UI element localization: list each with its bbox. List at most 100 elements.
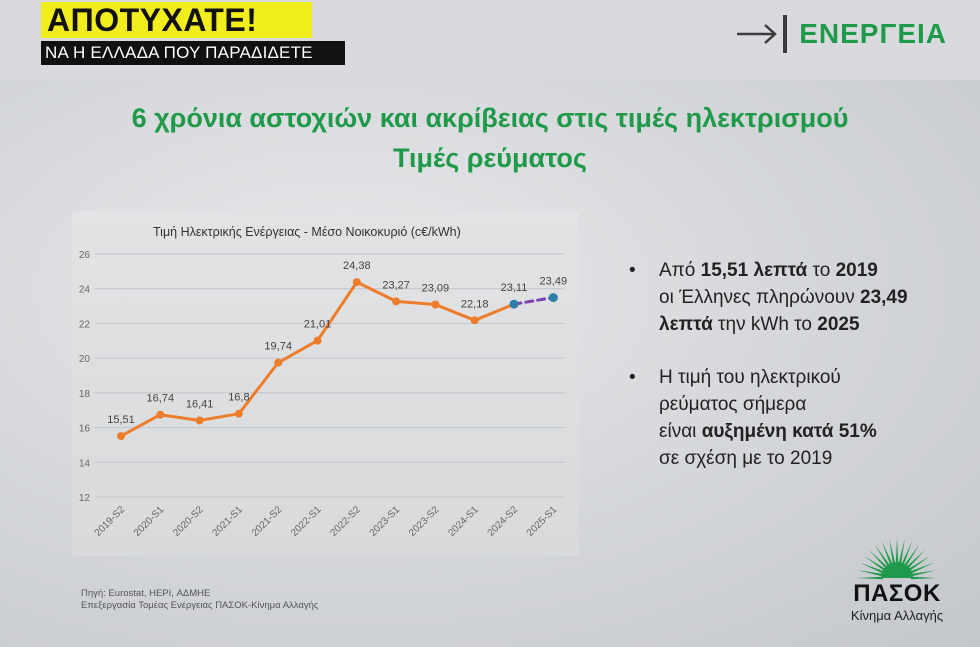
text: οι Έλληνες πληρώνουν — [659, 287, 860, 308]
sun-ray — [889, 538, 896, 565]
chart-title: Τιμή Ηλεκτρικής Ενέργειας - Μέσο Νοικοκυ… — [153, 225, 461, 239]
headline-badge: ΑΠΟΤΥΧΑΤΕ! — [41, 2, 312, 38]
x-tick-label: 2025-S1 — [525, 504, 560, 539]
logo-subtitle: Κίνημα Αλλαγής — [850, 608, 944, 623]
data-label: 24,38 — [343, 260, 371, 272]
sun-ray — [857, 570, 884, 577]
x-tick-label: 2023-S1 — [368, 504, 403, 539]
text: το — [807, 260, 836, 281]
sun-ray — [898, 538, 905, 565]
data-point — [392, 297, 401, 306]
series-line — [512, 296, 555, 306]
chart-card — [72, 211, 579, 556]
sun-disc — [881, 562, 913, 578]
x-tick-label: 2022-S1 — [289, 504, 324, 539]
data-point — [234, 409, 243, 418]
y-tick-label: 16 — [79, 424, 91, 435]
data-point — [352, 278, 361, 287]
section-label: ΕΝΕΡΓΕΙΑ — [799, 18, 947, 49]
sun-ray — [857, 576, 884, 580]
sun-ray — [909, 562, 934, 574]
data-label: 21,01 — [304, 319, 332, 331]
text: την kWh το — [712, 314, 818, 335]
x-tick-label: 2019-S2 — [93, 504, 128, 539]
data-label: 15,51 — [107, 414, 135, 426]
y-tick-label: 22 — [79, 319, 91, 330]
text-bold: αυξημένη κατά 51% — [701, 421, 877, 442]
x-tick-label: 2024-S2 — [486, 504, 521, 539]
y-tick-label: 20 — [79, 354, 91, 365]
sun-ray — [905, 549, 926, 570]
x-tick-label: 2021-S1 — [211, 504, 246, 539]
logo-name: ΠΑΣΟΚ — [853, 580, 941, 607]
data-point — [156, 410, 165, 419]
y-tick-label: 26 — [79, 250, 91, 261]
sun-ray — [910, 576, 937, 580]
data-point — [117, 432, 125, 441]
data-label: 16,74 — [147, 393, 175, 405]
data-label: 16,41 — [186, 398, 214, 410]
x-tick-label: 2023-S2 — [407, 504, 442, 539]
data-point — [431, 300, 440, 309]
sun-ray — [901, 541, 913, 566]
data-point — [470, 316, 479, 325]
source-note: Πηγή: Eurostat, HEPI, ΑΔΜΗΕ Επεξεργασία … — [81, 588, 319, 612]
data-point — [548, 293, 558, 303]
y-tick-label: 12 — [79, 493, 91, 504]
sun-ray — [860, 562, 885, 574]
bullet-dot: • — [629, 260, 636, 281]
sun-ray — [910, 570, 937, 577]
page-title: 6 χρόνια αστοχιών και ακρίβειας στις τιμ… — [131, 103, 849, 133]
x-tick-label: 2022-S2 — [328, 504, 363, 539]
x-tick-label: 2021-S2 — [250, 504, 285, 539]
key-points: • Από 15,51 λεπτά το 2019 οι Έλληνες πλη… — [625, 257, 955, 472]
source-line: Επεξεργασία Τομέας Ενέργειας ΠΑΣΟΚ-Κίνημ… — [81, 600, 319, 611]
sun-ray — [881, 541, 893, 566]
data-label: 23,09 — [422, 283, 450, 295]
sun-ray — [863, 555, 887, 572]
bullet-point-1: • Από 15,51 λεπτά το 2019 οι Έλληνες πλη… — [625, 257, 955, 338]
sun-ray — [907, 555, 931, 572]
text: Η τιμή του ηλεκτρικού — [659, 367, 841, 388]
sun-ray — [868, 549, 889, 570]
text: είναι — [659, 421, 702, 442]
text: ρεύματος σήμερα — [659, 394, 807, 415]
headline-subtitle: ΝΑ Η ΕΛΛΑΔΑ ΠΟΥ ΠΑΡΑΔΙΔΕΤΕ — [41, 41, 345, 65]
data-point — [509, 299, 519, 309]
x-tick-label: 2024-S1 — [446, 504, 481, 539]
bullet-point-2: • Η τιμή του ηλεκτρικού ρεύματος σήμερα … — [625, 364, 955, 472]
x-tick-label: 2020-S2 — [171, 504, 206, 539]
sun-ray — [903, 544, 920, 568]
data-label: 16,8 — [228, 392, 249, 404]
bullet-dot: • — [629, 367, 636, 388]
text-bold: 2019 — [835, 260, 878, 281]
data-label: 19,74 — [264, 341, 292, 353]
y-tick-label: 18 — [79, 389, 91, 400]
series-line — [119, 280, 516, 438]
data-point — [313, 336, 322, 345]
data-label: 23,27 — [382, 279, 410, 291]
sun-ray — [895, 538, 899, 565]
arrow-right-icon — [737, 24, 778, 44]
page-subtitle: Τιμές ρεύματος — [393, 143, 587, 173]
data-label: 23,49 — [540, 276, 568, 288]
data-label: 23,11 — [501, 282, 528, 294]
text-bold: 23,49 — [860, 287, 908, 308]
text-bold: 2025 — [817, 314, 860, 335]
data-label: 22,18 — [461, 298, 489, 310]
data-point — [274, 358, 283, 367]
y-tick-label: 14 — [79, 458, 91, 469]
section-brand: ΕΝΕΡΓΕΙΑ — [735, 14, 947, 54]
text-bold: λεπτά — [659, 314, 713, 335]
pasok-logo: ΠΑΣΟΚ Κίνημα Αλλαγής — [832, 532, 962, 627]
x-tick-label: 2020-S1 — [132, 504, 167, 539]
text: σε σχέση με το 2019 — [659, 448, 833, 469]
data-point — [195, 416, 204, 425]
green-sun-icon — [857, 538, 937, 580]
text-bold: 15,51 λεπτά — [700, 260, 808, 281]
text: Από — [659, 260, 701, 281]
sun-ray — [874, 544, 891, 568]
y-tick-label: 24 — [79, 285, 91, 296]
source-line: Πηγή: Eurostat, HEPI, ΑΔΜΗΕ — [81, 588, 211, 599]
